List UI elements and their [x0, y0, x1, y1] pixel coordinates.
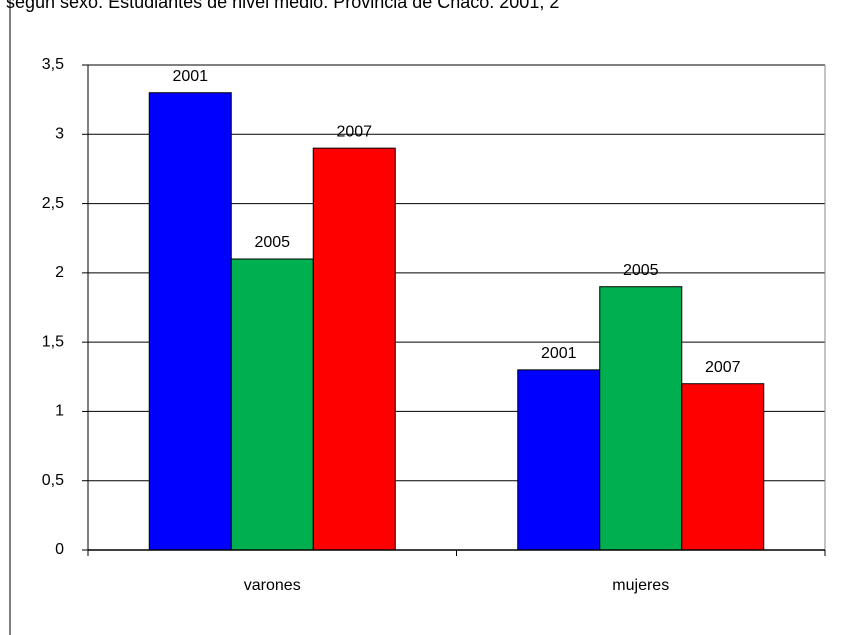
- data-label: 2007: [705, 359, 741, 376]
- bar: [312, 147, 396, 551]
- y-tick-label: 2: [55, 264, 64, 281]
- data-label: 2001: [172, 68, 208, 85]
- data-label: 2005: [623, 262, 659, 279]
- x-tick-label: varones: [244, 577, 301, 594]
- chart-title: según sexo. Estudiantes de nivel medio. …: [6, 0, 559, 12]
- y-tick-label: 3,5: [42, 56, 64, 73]
- bar: [230, 258, 314, 551]
- x-tick-label: mujeres: [612, 577, 669, 594]
- y-tick-label: 0,5: [42, 472, 64, 489]
- y-tick-label: 2,5: [42, 195, 64, 212]
- data-label: 2005: [254, 234, 290, 251]
- data-label: 2001: [541, 345, 577, 362]
- y-tick-label: 1,5: [42, 333, 64, 350]
- bar: [681, 383, 765, 551]
- y-tick-label: 0: [55, 541, 64, 558]
- y-tick-label: 1: [55, 403, 64, 420]
- bar: [148, 92, 232, 551]
- bar: [599, 286, 683, 551]
- data-label: 2007: [336, 123, 372, 140]
- y-tick-label: 3: [55, 126, 64, 143]
- bar: [517, 369, 601, 551]
